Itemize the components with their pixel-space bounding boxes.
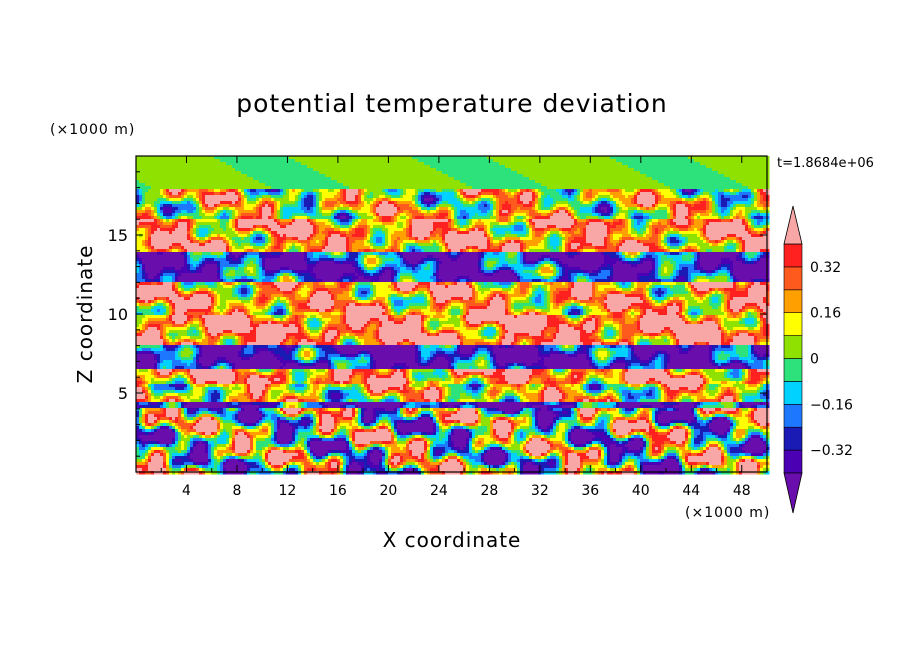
time-label: t=1.8684e+06 xyxy=(777,156,874,171)
y-axis-unit: (×1000 m) xyxy=(50,122,135,138)
contour-field xyxy=(136,156,770,475)
chart-title: potential temperature deviation xyxy=(236,89,667,118)
